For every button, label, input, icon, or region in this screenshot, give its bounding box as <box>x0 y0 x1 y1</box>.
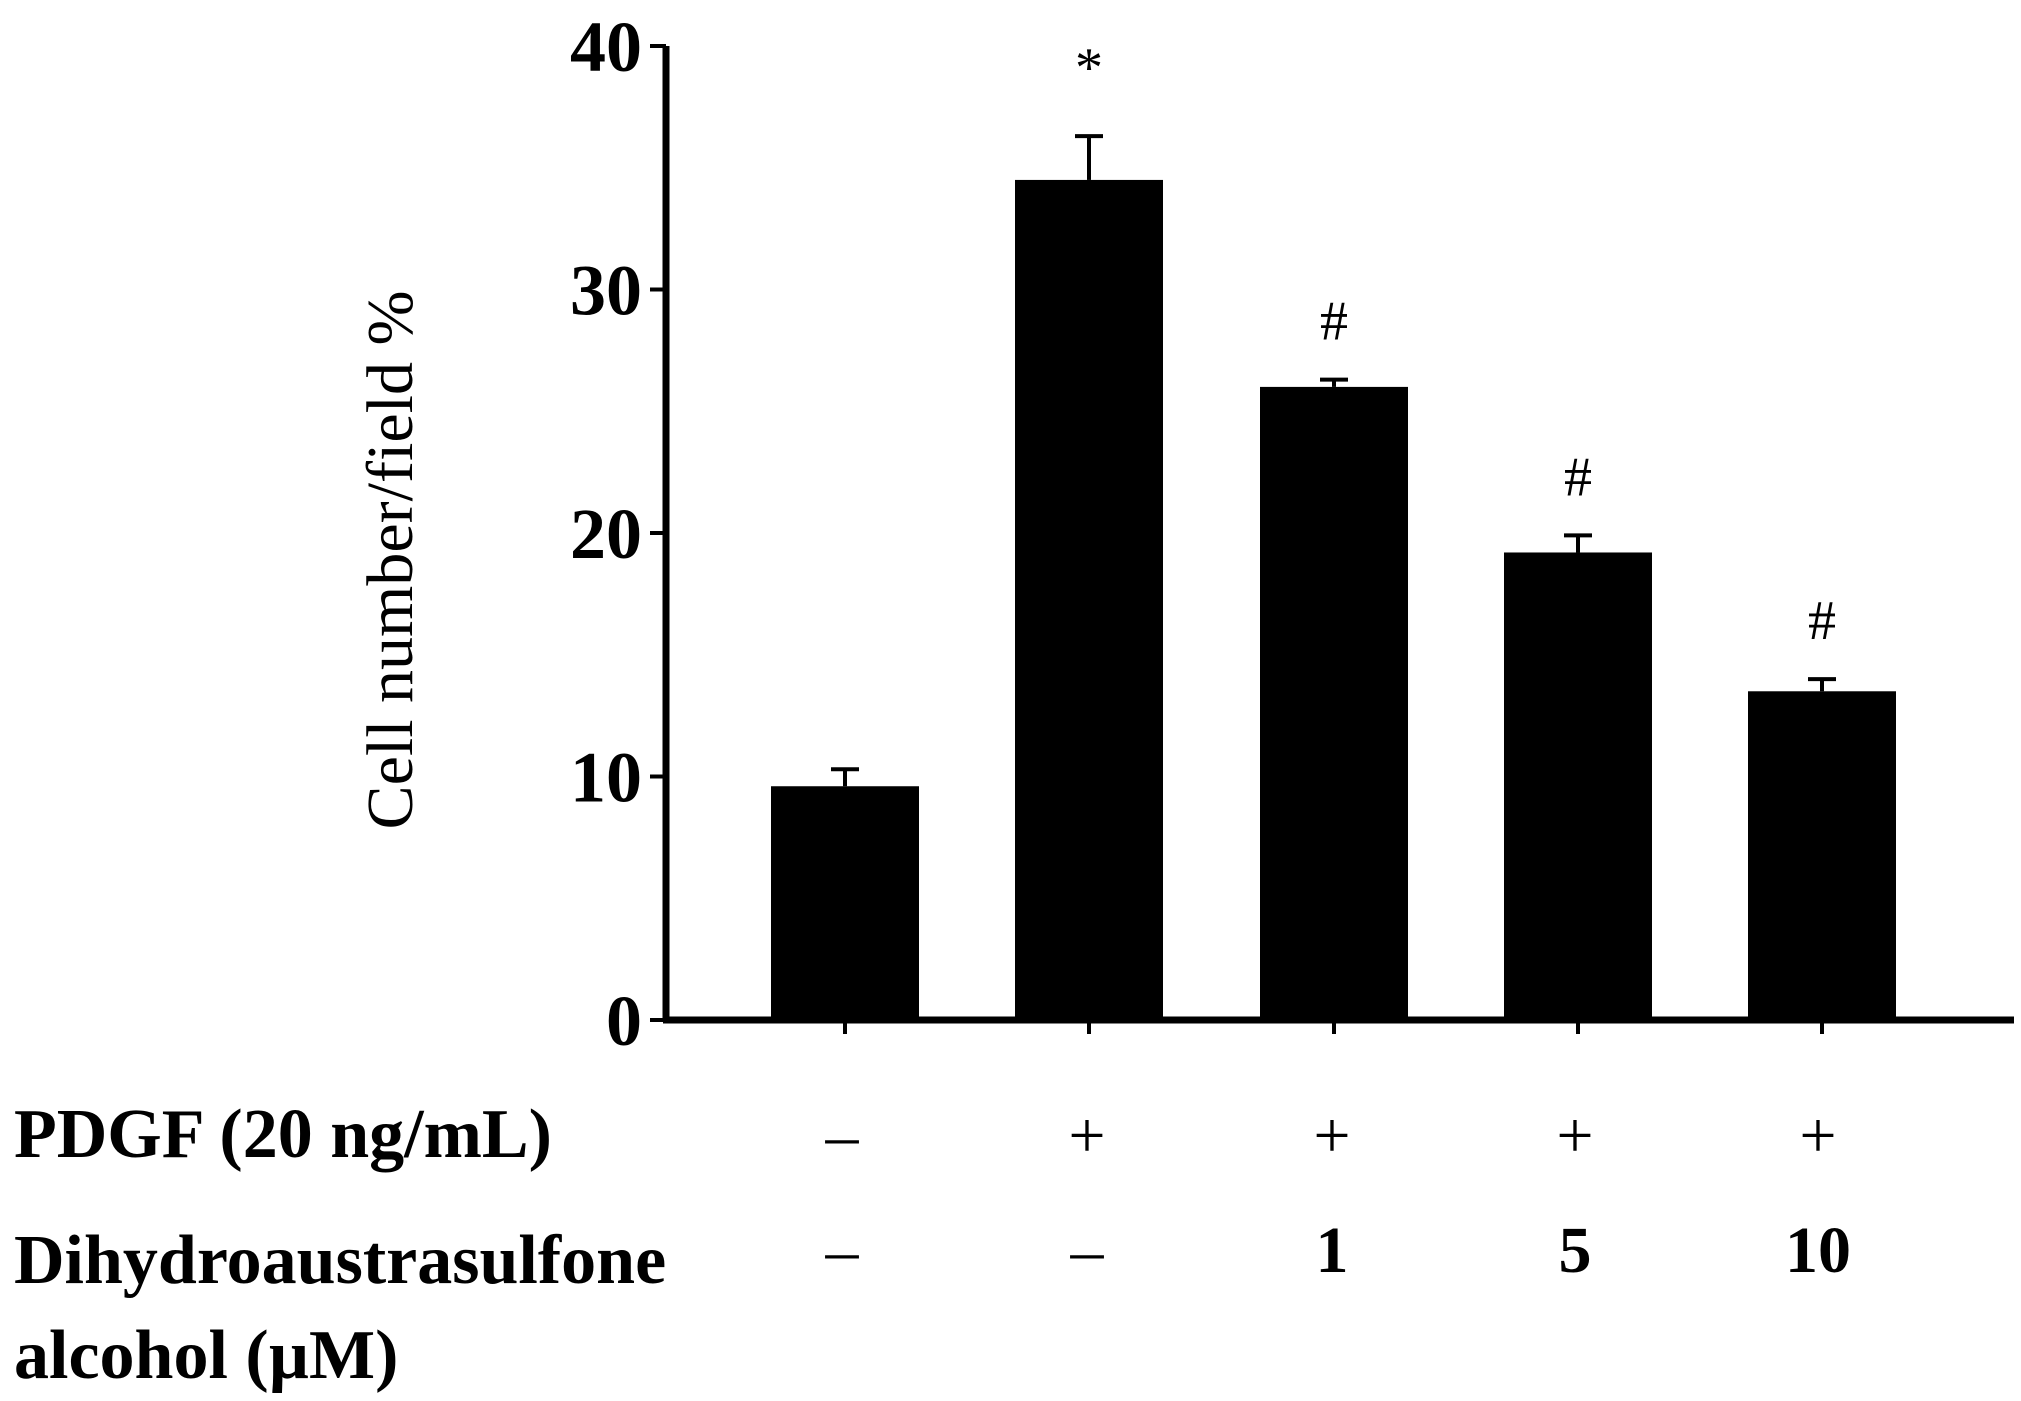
bars: * # # # <box>771 37 1896 1021</box>
y-tick-label: 0 <box>606 981 642 1061</box>
y-tick-label: 30 <box>570 251 642 331</box>
x-ticks <box>843 1020 1824 1034</box>
condition-value: 5 <box>1559 1214 1592 1287</box>
y-tick-label: 10 <box>570 738 642 818</box>
condition-value: + <box>1313 1099 1350 1172</box>
y-tick-label: 40 <box>570 7 642 87</box>
y-ticks: 0 10 20 30 40 <box>570 7 666 1061</box>
condition-value: 10 <box>1785 1214 1851 1287</box>
significance-marker: # <box>1564 446 1592 508</box>
condition-values: – + + + + – – 1 5 10 <box>825 1099 1852 1287</box>
bar <box>1015 179 1163 1021</box>
condition-value: 1 <box>1316 1214 1349 1287</box>
condition-value: + <box>1068 1099 1105 1172</box>
bar <box>771 786 919 1020</box>
dihydro-row-label-line2: alcohol (µM) <box>14 1317 398 1394</box>
y-tick-label: 20 <box>570 494 642 574</box>
dihydro-row-label-line1: Dihydroaustrasulfone <box>14 1222 666 1299</box>
pdgf-row-label: PDGF (20 ng/mL) <box>14 1096 552 1173</box>
significance-marker: # <box>1320 291 1348 353</box>
condition-value: + <box>1799 1099 1836 1172</box>
condition-value: – <box>825 1214 860 1287</box>
bar <box>1260 386 1408 1020</box>
bar <box>1748 691 1896 1020</box>
significance-marker: # <box>1808 590 1836 652</box>
condition-value: + <box>1556 1099 1593 1172</box>
significance-marker: * <box>1075 37 1103 99</box>
bar <box>1504 552 1652 1020</box>
y-axis-label: Cell number/field % <box>354 291 427 830</box>
condition-value: – <box>1070 1214 1105 1287</box>
condition-value: – <box>825 1099 860 1172</box>
